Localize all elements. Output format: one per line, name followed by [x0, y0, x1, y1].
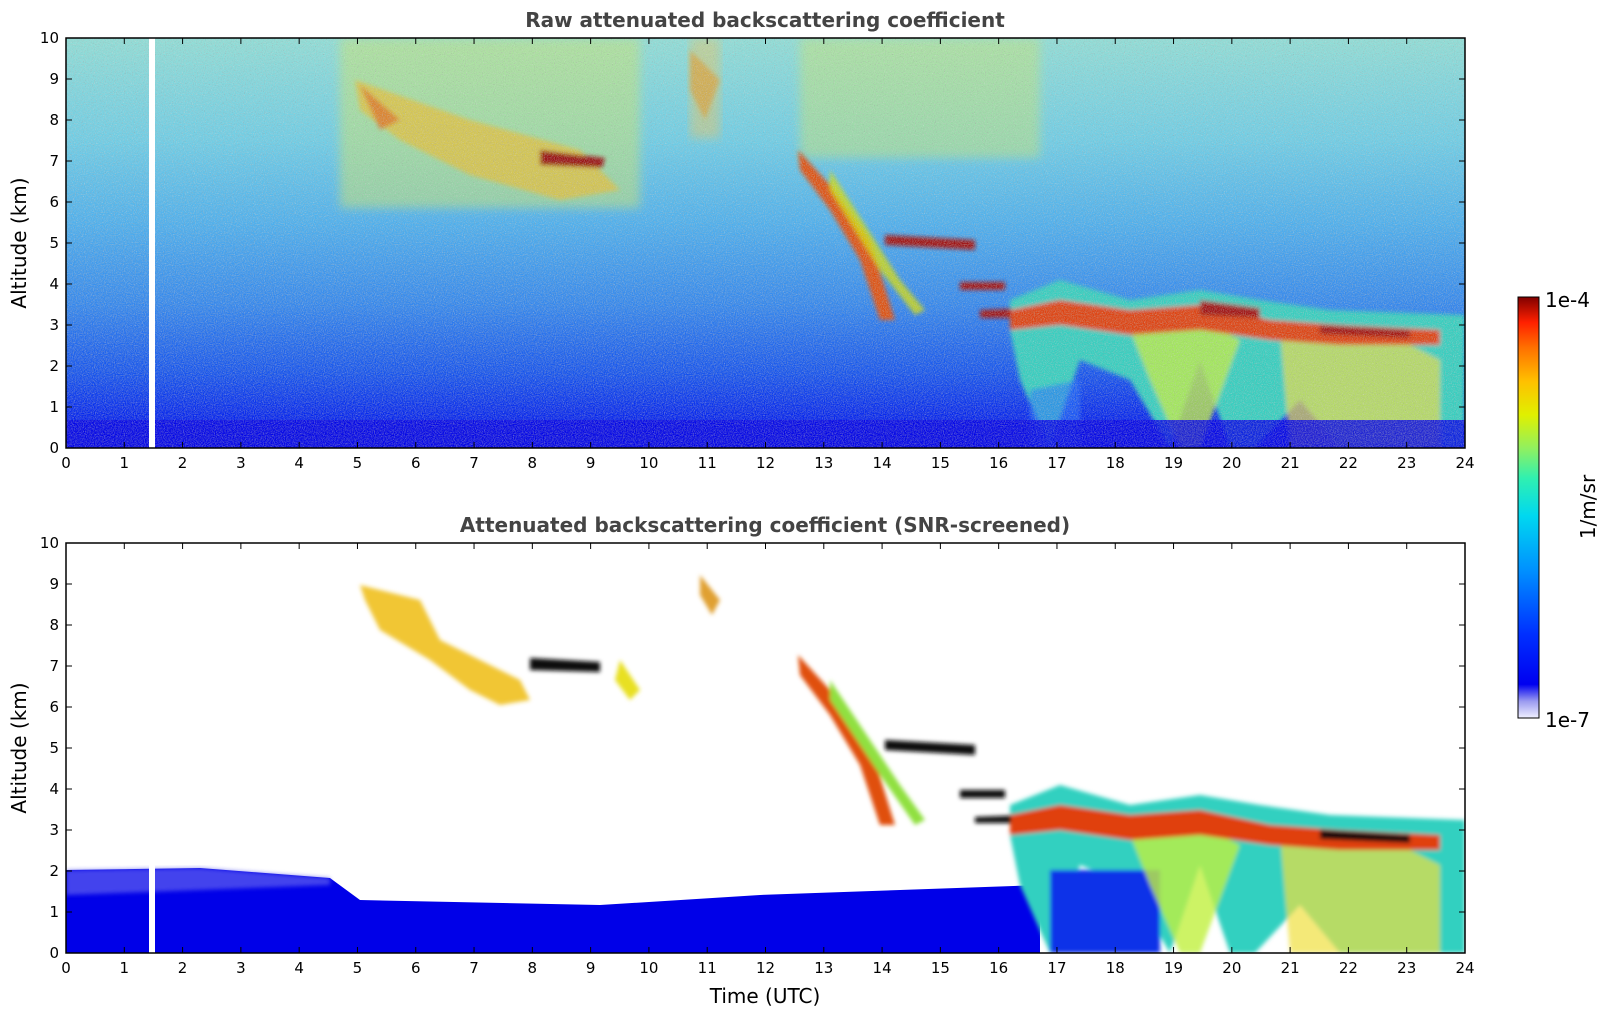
snr-xtick-label: 9: [586, 959, 596, 977]
snr-xtick-label: 1: [120, 959, 130, 977]
raw-heatmap: [66, 38, 1465, 448]
raw-xtick-label: 8: [528, 454, 538, 472]
snr-xlabel: Time (UTC): [709, 984, 821, 1008]
snr-low-cloud-system: [1010, 785, 1465, 953]
raw-xtick-label: 2: [178, 454, 188, 472]
raw-xtick-label: 23: [1397, 454, 1416, 472]
snr-xtick-label: 14: [873, 959, 892, 977]
raw-ytick-label: 2: [49, 357, 59, 375]
snr-xtick-label: 13: [814, 959, 833, 977]
raw-ytick-label: 9: [49, 70, 59, 88]
raw-ytick-label: 8: [49, 111, 59, 129]
snr-ytick-label: 6: [49, 698, 59, 716]
snr-ytick-label: 4: [49, 780, 59, 798]
raw-y-axis: 0 1 2 3 4 5 6 7 8 9 10: [40, 29, 1465, 457]
snr-ytick-label: 5: [49, 739, 59, 757]
snr-xtick-label: 19: [1164, 959, 1183, 977]
snr-heatmap: [66, 543, 1465, 953]
raw-xtick-label: 21: [1281, 454, 1300, 472]
raw-ytick-label: 5: [49, 234, 59, 252]
snr-xtick-label: 23: [1397, 959, 1416, 977]
colorbar-label: 1/m/sr: [1576, 474, 1600, 539]
snr-ytick-label: 0: [49, 944, 59, 962]
colorbar-min-label: 1e-7: [1545, 708, 1590, 732]
snr-boundary-layer: [66, 868, 1040, 953]
raw-ylabel: Altitude (km): [7, 177, 31, 308]
snr-ytick-label: 8: [49, 616, 59, 634]
snr-xtick-label: 0: [61, 959, 71, 977]
snr-xtick-label: 24: [1455, 959, 1474, 977]
raw-xtick-label: 16: [989, 454, 1008, 472]
raw-xtick-label: 20: [1222, 454, 1241, 472]
raw-xtick-label: 19: [1164, 454, 1183, 472]
snr-title: Attenuated backscattering coefficient (S…: [460, 513, 1070, 537]
snr-ytick-label: 1: [49, 903, 59, 921]
snr-xtick-label: 3: [236, 959, 246, 977]
raw-ytick-label: 1: [49, 398, 59, 416]
snr-xtick-label: 18: [1106, 959, 1125, 977]
raw-xtick-label: 24: [1455, 454, 1474, 472]
snr-xtick-label: 15: [931, 959, 950, 977]
raw-xtick-label: 17: [1047, 454, 1066, 472]
colorbar-max-label: 1e-4: [1545, 288, 1590, 312]
raw-xtick-label: 3: [236, 454, 246, 472]
snr-xtick-label: 22: [1339, 959, 1358, 977]
colorbar-gradient: [1517, 296, 1540, 719]
snr-ytick-label: 3: [49, 821, 59, 839]
snr-ytick-label: 10: [40, 534, 59, 552]
snr-xtick-label: 5: [353, 959, 363, 977]
raw-ytick-label: 4: [49, 275, 59, 293]
snr-panel: Attenuated backscattering coefficient (S…: [7, 513, 1475, 1008]
raw-ytick-label: 0: [49, 439, 59, 457]
raw-xtick-label: 4: [294, 454, 304, 472]
raw-xtick-label: 7: [469, 454, 479, 472]
raw-xtick-label: 11: [698, 454, 717, 472]
raw-ytick-label: 10: [40, 29, 59, 47]
snr-boundary-fringe: [66, 868, 330, 895]
snr-xtick-label: 16: [989, 959, 1008, 977]
raw-noise-overlay: [66, 38, 1465, 448]
snr-y-axis: 0 1 2 3 4 5 6 7 8 9 10: [40, 534, 1465, 962]
snr-data-gap: [149, 543, 155, 953]
snr-descending-cloud: [798, 655, 1030, 825]
raw-xtick-label: 13: [814, 454, 833, 472]
raw-xtick-label: 15: [931, 454, 950, 472]
snr-x-axis: 0 1 2 3 4 5 6 7 8 9 10 11 12 13 14 15 16 17 18 19 20 21 22 23 24: [61, 543, 1475, 977]
raw-ytick-label: 3: [49, 316, 59, 334]
snr-xtick-label: 17: [1047, 959, 1066, 977]
snr-xtick-label: 21: [1281, 959, 1300, 977]
snr-xtick-label: 12: [756, 959, 775, 977]
raw-xtick-label: 6: [411, 454, 421, 472]
snr-xtick-label: 7: [469, 959, 479, 977]
raw-xtick-label: 9: [586, 454, 596, 472]
snr-xtick-label: 4: [294, 959, 304, 977]
snr-xtick-label: 6: [411, 959, 421, 977]
raw-xtick-label: 1: [120, 454, 130, 472]
colorbar: 1e-4 1e-7 1/m/sr: [1517, 288, 1600, 732]
snr-ytick-label: 2: [49, 862, 59, 880]
raw-x-axis: 0 1 2 3 4 5 6 7 8 9 10 11 12 13 14 15 16 17 18 19 20 21 22 23 24: [61, 38, 1475, 472]
raw-xtick-label: 14: [873, 454, 892, 472]
raw-xtick-label: 22: [1339, 454, 1358, 472]
snr-ytick-label: 9: [49, 575, 59, 593]
snr-xtick-label: 20: [1222, 959, 1241, 977]
snr-cirrus: [360, 575, 720, 705]
raw-xtick-label: 0: [61, 454, 71, 472]
snr-ytick-label: 7: [49, 657, 59, 675]
raw-xtick-label: 12: [756, 454, 775, 472]
raw-ytick-label: 6: [49, 193, 59, 211]
snr-xtick-label: 2: [178, 959, 188, 977]
raw-xtick-label: 18: [1106, 454, 1125, 472]
raw-xtick-label: 10: [639, 454, 658, 472]
raw-title: Raw attenuated backscattering coefficien…: [525, 8, 1005, 32]
raw-xtick-label: 5: [353, 454, 363, 472]
snr-ylabel: Altitude (km): [7, 682, 31, 813]
snr-xtick-label: 10: [639, 959, 658, 977]
raw-panel: Raw attenuated backscattering coefficien…: [7, 8, 1475, 472]
raw-ytick-label: 7: [49, 152, 59, 170]
snr-xtick-label: 11: [698, 959, 717, 977]
raw-data-gap: [149, 38, 155, 448]
snr-xtick-label: 8: [528, 959, 538, 977]
